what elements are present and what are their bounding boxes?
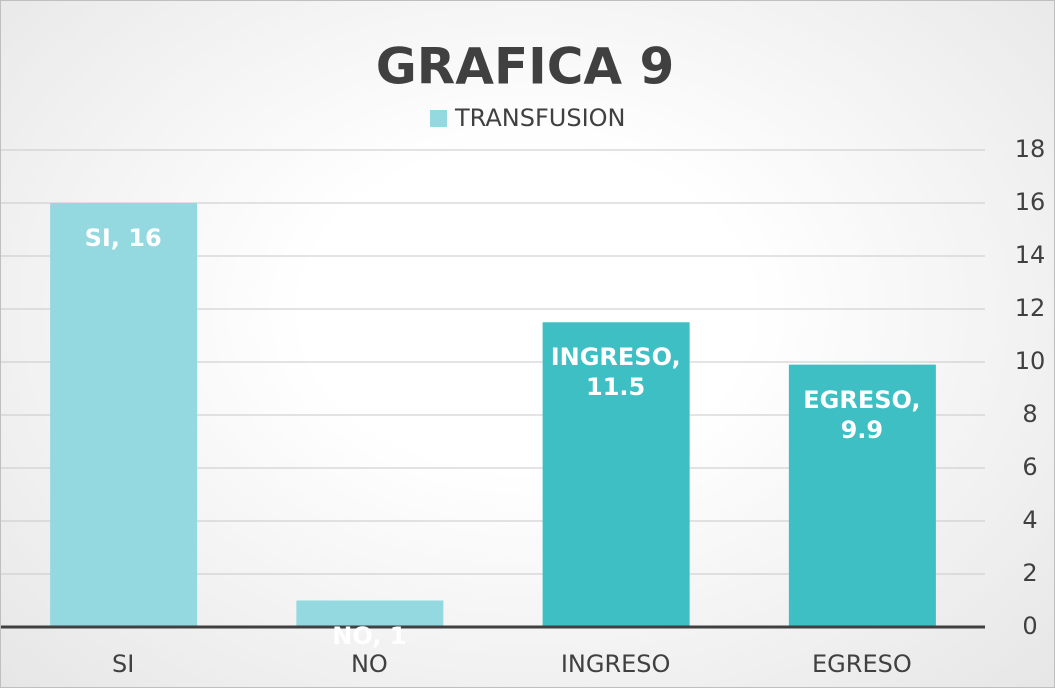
data-label: EGRESO, 9.9 xyxy=(803,385,921,444)
y-tick-label: 2 xyxy=(1022,559,1037,587)
data-label: INGRESO, 11.5 xyxy=(550,343,681,402)
y-tick-label: 18 xyxy=(1015,135,1046,163)
legend-swatch xyxy=(430,110,447,127)
x-tick-label: SI xyxy=(112,650,134,678)
bar xyxy=(296,600,444,627)
y-tick-label: 0 xyxy=(1022,612,1037,640)
bar xyxy=(50,203,198,627)
x-tick-label: NO xyxy=(351,650,388,678)
bar xyxy=(788,364,936,627)
y-tick-label: 12 xyxy=(1015,294,1046,322)
data-label: NO, 1 xyxy=(332,621,407,650)
bar xyxy=(542,322,690,627)
y-tick-label: 16 xyxy=(1015,188,1046,216)
y-tick-label: 14 xyxy=(1015,241,1046,269)
legend-label: TRANSFUSION xyxy=(454,104,626,132)
chart-title: GRAFICA 9 xyxy=(376,38,675,96)
x-tick-label: EGRESO xyxy=(812,650,912,678)
y-tick-label: 4 xyxy=(1022,506,1037,534)
y-tick-label: 6 xyxy=(1022,453,1037,481)
x-tick-label: INGRESO xyxy=(561,650,671,678)
y-tick-label: 10 xyxy=(1015,347,1046,375)
y-tick-label: 8 xyxy=(1022,400,1037,428)
data-label: SI, 16 xyxy=(84,224,162,252)
